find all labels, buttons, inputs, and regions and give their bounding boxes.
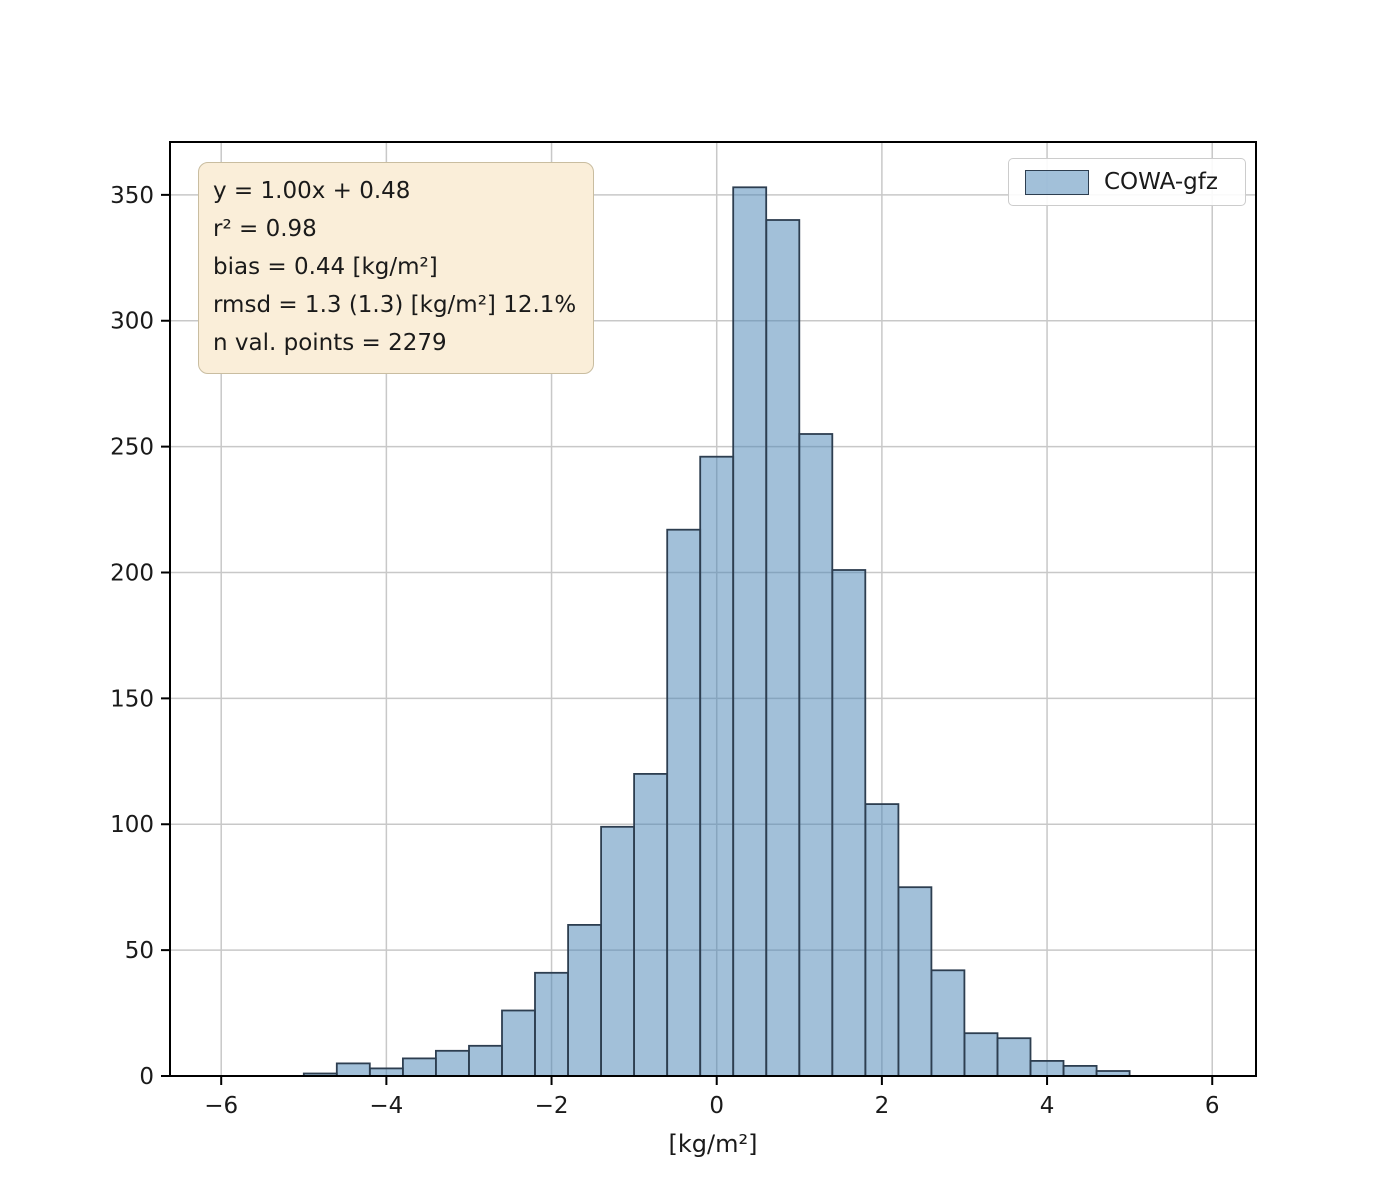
stats-annotation-box: y = 1.00x + 0.48 r² = 0.98 bias = 0.44 [… xyxy=(198,162,595,374)
svg-text:250: 250 xyxy=(110,435,154,461)
svg-text:−2: −2 xyxy=(535,1093,569,1119)
annotation-line-fit: y = 1.00x + 0.48 xyxy=(213,178,411,204)
svg-text:200: 200 xyxy=(110,560,154,586)
annotation-line-npoints: n val. points = 2279 xyxy=(213,330,447,356)
svg-text:300: 300 xyxy=(110,309,154,335)
annotation-line-r2: r² = 0.98 xyxy=(213,216,317,242)
legend-label: COWA-gfz xyxy=(1104,169,1218,195)
svg-text:−6: −6 xyxy=(204,1093,238,1119)
annotation-line-bias: bias = 0.44 [kg/m²] xyxy=(213,254,438,280)
svg-text:−4: −4 xyxy=(369,1093,403,1119)
x-axis-label: [kg/m²] xyxy=(669,1130,758,1158)
svg-text:50: 50 xyxy=(125,938,154,964)
annotation-line-rmsd: rmsd = 1.3 (1.3) [kg/m²] 12.1% xyxy=(213,292,577,318)
svg-text:0: 0 xyxy=(139,1064,154,1090)
legend: COWA-gfz xyxy=(1008,158,1246,206)
legend-patch-icon xyxy=(1025,169,1089,195)
svg-text:2: 2 xyxy=(875,1093,890,1119)
svg-text:100: 100 xyxy=(110,812,154,838)
svg-text:6: 6 xyxy=(1205,1093,1220,1119)
svg-text:0: 0 xyxy=(709,1093,724,1119)
svg-text:150: 150 xyxy=(110,686,154,712)
svg-text:350: 350 xyxy=(110,183,154,209)
svg-text:4: 4 xyxy=(1040,1093,1055,1119)
